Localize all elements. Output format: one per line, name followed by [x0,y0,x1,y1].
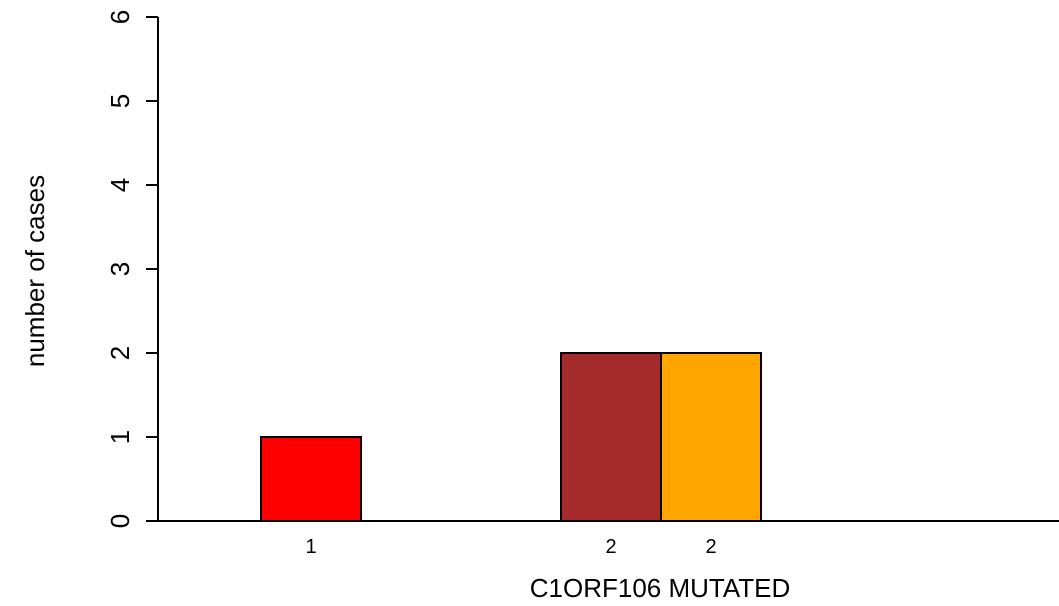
bar-label: 2 [605,536,616,558]
bar-labels-group: 1 2 2 [305,536,716,558]
y-axis-title: number of cases [20,175,50,367]
y-tick-label: 5 [105,94,135,108]
bar-label: 2 [705,536,716,558]
bar [660,352,762,522]
y-axis: 0 1 2 3 4 5 6 [105,10,159,528]
bar [260,436,362,522]
y-tick-label: 3 [105,262,135,276]
bars-group [260,352,762,522]
y-tick-label: 1 [105,430,135,444]
x-axis-title: C1ORF106 MUTATED [530,573,791,603]
y-tick-label: 2 [105,346,135,360]
bar-label: 1 [305,536,316,558]
y-tick-label: 0 [105,514,135,528]
y-tick-label: 6 [105,10,135,24]
y-tick-label: 4 [105,178,135,192]
bar [560,352,662,522]
